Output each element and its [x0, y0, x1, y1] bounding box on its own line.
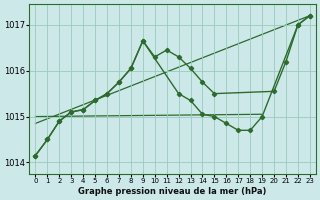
X-axis label: Graphe pression niveau de la mer (hPa): Graphe pression niveau de la mer (hPa) [78, 187, 267, 196]
